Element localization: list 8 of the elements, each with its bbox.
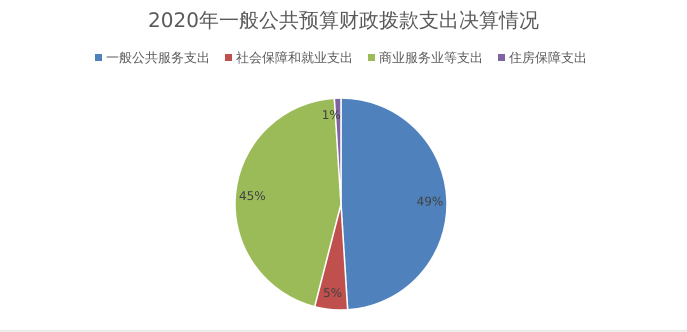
legend-label: 商业服务业等支出 [379, 51, 483, 66]
data-label: 49% [416, 194, 444, 208]
data-label: 45% [239, 188, 266, 203]
chart-title: 2020年一般公共预算财政拨款支出决算情况 [148, 8, 539, 32]
legend-label: 一般公共服务支出 [106, 51, 210, 66]
legend-label: 住房保障支出 [508, 50, 587, 66]
data-label: 5% [323, 286, 342, 300]
legend-label: 社会保障和就业支出 [236, 51, 353, 66]
